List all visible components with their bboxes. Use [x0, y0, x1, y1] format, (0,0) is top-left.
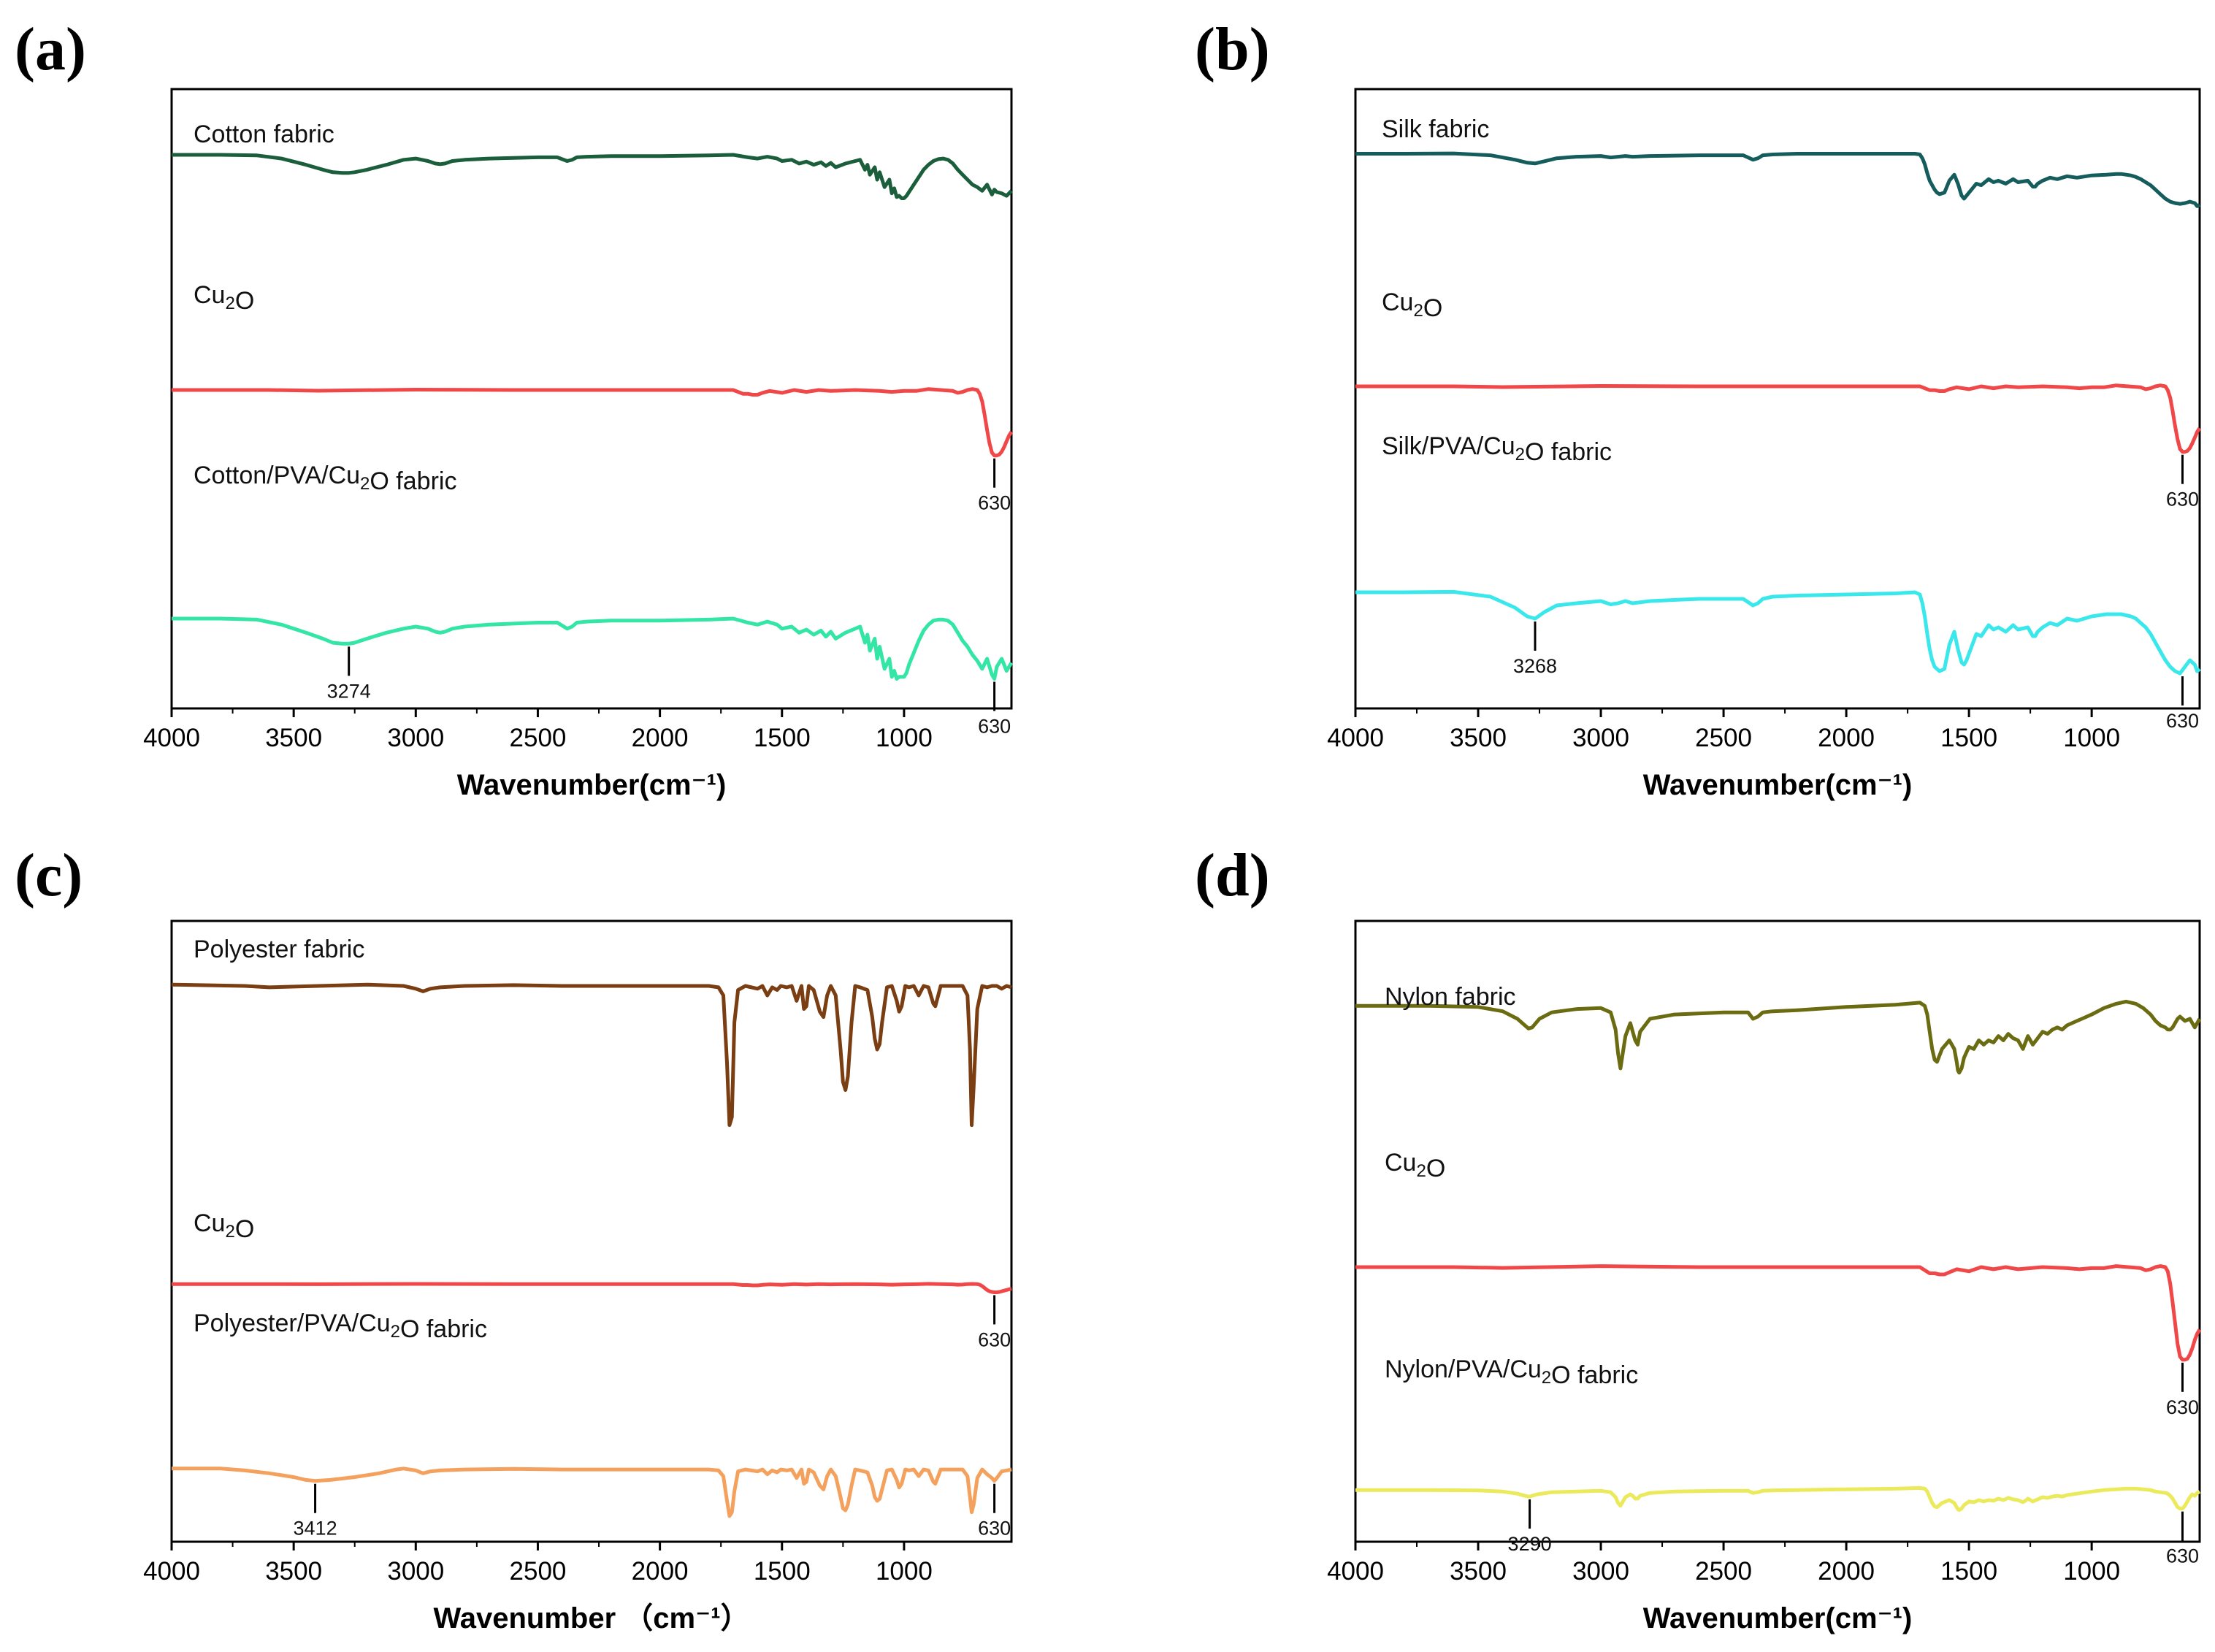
series-label-c-2: Polyester/PVA/Cu2O fabric [194, 1309, 487, 1343]
x-tick-label-b-3000: 3000 [1572, 724, 1629, 752]
x-tick-label-c-4000: 4000 [143, 1557, 200, 1586]
x-tick-label-b-3500: 3500 [1450, 724, 1507, 752]
annotation-label-c-1: 3412 [294, 1518, 337, 1540]
annotation-label-c-2: 630 [978, 1518, 1011, 1540]
series-line-a-1 [172, 387, 1014, 458]
chart-a-svg: (a) 4000 3500 3000 2500 2000 1500 1000 Wavenumbe… [15, 15, 1014, 801]
annotation-label-a-0: 630 [978, 492, 1011, 514]
series-label-d-0: Nylon fabric [1385, 983, 1516, 1011]
series-label-c-1: Cu2O [194, 1209, 254, 1243]
annotation-label-c-0: 630 [978, 1328, 1011, 1350]
annotation-label-a-1: 3274 [327, 680, 371, 702]
plot-frame-d [1354, 919, 2201, 1543]
x-tick-label-b-1000: 1000 [2063, 724, 2120, 752]
x-tick-label-d-3000: 3000 [1572, 1557, 1629, 1586]
annotation-label-b-0: 630 [2166, 489, 2199, 510]
annotation-label-d-1: 3290 [1508, 1533, 1552, 1555]
chart-panel-d: (d) 4000 3500 3000 2500 2000 1500 1000 Wavenumbe… [1107, 826, 2215, 1652]
series-line-d-0 [1355, 999, 2202, 1075]
annotation-label-b-2: 630 [2166, 710, 2199, 732]
chart-panel-b: (b) 4000 3500 3000 2500 2000 1500 1000 Wavenumbe… [1107, 0, 2215, 826]
panel-label-a: (a) [15, 15, 86, 83]
x-tick-label-c-3000: 3000 [387, 1557, 444, 1586]
series-line-d-2 [1355, 1485, 2201, 1513]
series-line-c-2 [172, 1466, 1012, 1518]
annotation-label-d-2: 630 [2166, 1545, 2199, 1567]
series-line-a-2 [172, 616, 1014, 681]
plot-frame-b [1354, 88, 2201, 710]
series-label-b-2: Silk/PVA/Cu2O fabric [1382, 432, 1612, 466]
panel-label-c: (c) [15, 841, 83, 909]
series-label-d-2: Nylon/PVA/Cu2O fabric [1385, 1355, 1638, 1389]
x-axis-label-a: Wavenumber(cm⁻¹) [457, 769, 727, 801]
x-tick-label-a-2500: 2500 [510, 724, 567, 752]
x-tick-label-d-3500: 3500 [1450, 1557, 1507, 1586]
x-tick-label-c-2500: 2500 [510, 1557, 567, 1586]
x-tick-label-c-3500: 3500 [265, 1557, 322, 1586]
series-label-b-0: Silk fabric [1382, 115, 1489, 143]
series-line-b-0 [1355, 151, 2201, 208]
x-tick-label-d-2500: 2500 [1695, 1557, 1752, 1586]
chart-c-svg: (c) 4000 3500 3000 2500 2000 1500 1000 Wavenumbe… [15, 841, 1013, 1634]
x-tick-label-c-2000: 2000 [632, 1557, 689, 1586]
x-tick-label-d-4000: 4000 [1327, 1557, 1384, 1586]
x-tick-label-b-1500: 1500 [1940, 724, 1997, 752]
chart-d-svg: (d) 4000 3500 3000 2500 2000 1500 1000 Wavenumbe… [1195, 841, 2202, 1634]
chart-panel-a: (a) 4000 3500 3000 2500 2000 1500 1000 Wavenumbe… [0, 0, 1107, 826]
x-tick-label-c-1000: 1000 [876, 1557, 933, 1586]
panel-label-d: (d) [1195, 841, 1270, 909]
x-tick-label-a-2000: 2000 [632, 724, 689, 752]
x-tick-label-b-4000: 4000 [1327, 724, 1384, 752]
x-tick-label-b-2000: 2000 [1818, 724, 1875, 752]
plot-frame-a [170, 88, 1013, 710]
x-tick-label-d-2000: 2000 [1818, 1557, 1875, 1586]
x-tick-label-a-1000: 1000 [876, 724, 933, 752]
series-label-a-1: Cu2O [194, 281, 254, 315]
series-line-c-0 [171, 982, 1012, 1128]
x-tick-label-a-3000: 3000 [387, 724, 444, 752]
annotation-label-a-2: 630 [978, 716, 1011, 738]
series-line-b-2 [1355, 589, 2201, 676]
annotation-label-d-0: 630 [2166, 1396, 2199, 1418]
series-label-b-1: Cu2O [1382, 288, 1442, 322]
x-tick-label-a-3500: 3500 [265, 724, 322, 752]
plot-frame-c [170, 919, 1013, 1543]
series-label-d-1: Cu2O [1385, 1149, 1445, 1182]
x-axis-label-c: Wavenumber （cm⁻¹） [433, 1602, 749, 1634]
series-line-b-1 [1355, 383, 2202, 454]
panel-label-b: (b) [1195, 15, 1270, 83]
x-tick-label-d-1000: 1000 [2063, 1557, 2120, 1586]
series-line-a-0 [172, 153, 1013, 200]
x-tick-label-d-1500: 1500 [1940, 1557, 1997, 1586]
x-tick-label-a-4000: 4000 [143, 724, 200, 752]
x-axis-label-b: Wavenumber(cm⁻¹) [1643, 769, 1913, 801]
x-tick-label-c-1500: 1500 [754, 1557, 811, 1586]
chart-b-svg: (b) 4000 3500 3000 2500 2000 1500 1000 Wavenumbe… [1195, 15, 2202, 801]
x-tick-label-a-1500: 1500 [754, 724, 811, 752]
annotation-label-b-1: 3268 [1513, 655, 1557, 677]
series-label-c-0: Polyester fabric [194, 936, 364, 963]
series-label-a-2: Cotton/PVA/Cu2O fabric [194, 462, 456, 495]
series-line-c-1 [172, 1282, 1012, 1294]
series-line-d-1 [1355, 1264, 2202, 1362]
x-tick-label-b-2500: 2500 [1695, 724, 1752, 752]
x-axis-label-d: Wavenumber(cm⁻¹) [1643, 1602, 1913, 1634]
chart-panel-c: (c) 4000 3500 3000 2500 2000 1500 1000 Wavenumbe… [0, 826, 1107, 1652]
series-label-a-0: Cotton fabric [194, 121, 334, 148]
